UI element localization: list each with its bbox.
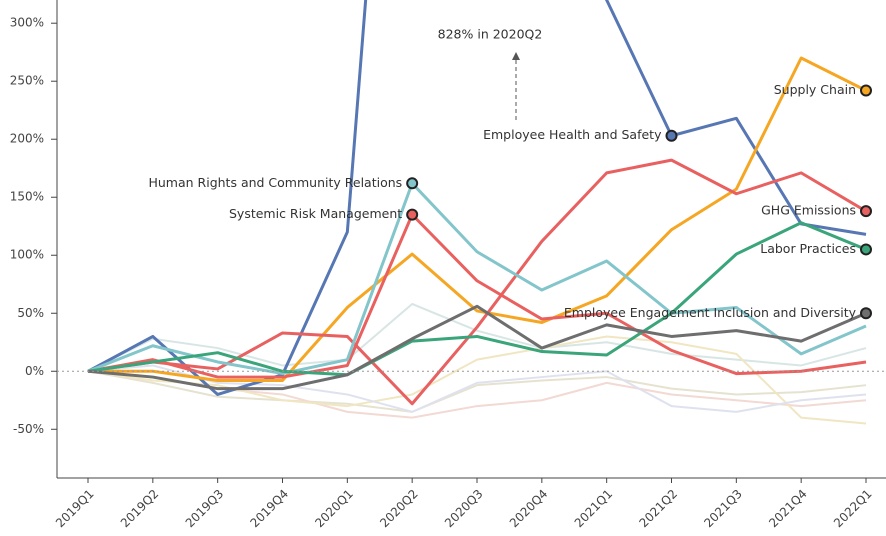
series-label: Systemic Risk Management	[229, 206, 402, 221]
series-marker	[860, 84, 872, 97]
x-tick-label: 2021Q4	[766, 487, 810, 531]
series-label: Employee Health and Safety	[483, 127, 662, 142]
x-tick-label: 2020Q1	[312, 487, 356, 531]
y-tick-label: 100%	[10, 248, 44, 262]
series-line	[87, 221, 867, 377]
y-tick-label: 150%	[10, 190, 44, 204]
series-line	[87, 213, 867, 379]
x-tick-label: 2019Q4	[248, 487, 292, 531]
series-label: Human Rights and Community Relations	[148, 175, 402, 190]
series-line	[87, 181, 867, 376]
series-line	[87, 158, 867, 406]
series-marker	[406, 177, 419, 190]
series-label: Employee Engagement Inclusion and Divers…	[564, 305, 857, 320]
series-line	[88, 56, 867, 383]
series-marker	[860, 307, 872, 320]
x-tick-label: 2019Q2	[118, 487, 162, 531]
x-tick-label: 2020Q3	[442, 487, 486, 531]
annotation: 828% in 2020Q2	[438, 27, 543, 42]
x-tick-label: 2021Q1	[572, 487, 616, 531]
series-label: Labor Practices	[760, 241, 856, 256]
series-line	[87, 364, 867, 413]
x-tick-label: 2019Q1	[53, 487, 97, 531]
series-marker	[665, 129, 678, 142]
x-tick-label: 2019Q3	[183, 487, 227, 531]
x-tick-label: 2021Q2	[637, 487, 681, 531]
y-tick-label: 200%	[10, 132, 44, 146]
series-line	[87, 302, 867, 373]
y-tick-label: 50%	[17, 306, 44, 320]
series-line	[87, 304, 867, 391]
series-marker	[860, 205, 872, 218]
y-tick-label: 250%	[10, 74, 44, 88]
y-tick-label: -50%	[13, 422, 44, 436]
y-tick-label: 0%	[25, 364, 44, 378]
x-tick-label: 2020Q4	[507, 487, 551, 531]
y-tick-label: 300%	[10, 16, 44, 30]
series-marker	[406, 208, 419, 221]
x-tick-label: 2020Q2	[377, 487, 421, 531]
series-line	[87, 335, 867, 425]
series-label: GHG Emissions	[761, 203, 856, 218]
x-tick-label: 2021Q3	[701, 487, 745, 531]
x-tick-label: 2022Q1	[831, 487, 875, 531]
series-marker	[860, 243, 872, 256]
plot-area	[87, 0, 867, 425]
series-line	[87, 0, 867, 396]
series-line	[87, 370, 867, 413]
series-label: Supply Chain	[774, 82, 856, 97]
